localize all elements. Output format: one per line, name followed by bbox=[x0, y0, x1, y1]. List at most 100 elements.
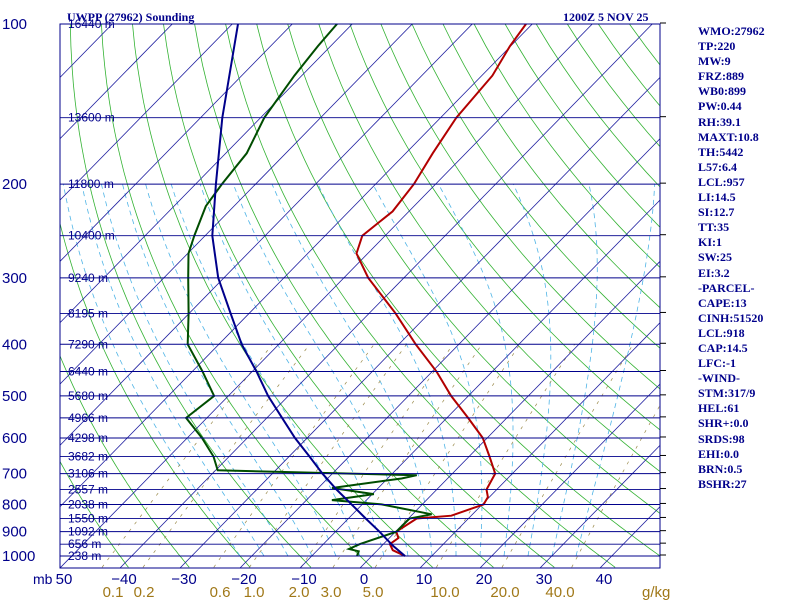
height-label: 1550 m bbox=[68, 511, 108, 525]
height-label: 3682 m bbox=[68, 449, 108, 463]
isotherm bbox=[60, 24, 473, 446]
temperature-tick-label: 0 bbox=[360, 571, 368, 588]
index-item: WMO:27962 bbox=[698, 24, 765, 38]
dry-adiabat bbox=[318, 24, 660, 473]
pressure-label: 800 bbox=[2, 496, 27, 513]
dry-adiabat bbox=[101, 24, 373, 568]
moist-adiabat bbox=[232, 183, 409, 557]
pressure-label: 700 bbox=[2, 466, 27, 483]
mixing-ratio-label: 10.0 bbox=[430, 584, 459, 600]
dry-adiabat bbox=[60, 460, 129, 568]
height-label: 3106 m bbox=[68, 467, 108, 481]
isotherm bbox=[60, 24, 533, 508]
mixing-ratio-label: 0.1 bbox=[103, 584, 124, 600]
index-item: TT:35 bbox=[698, 220, 730, 235]
indices-panel: WMO:27962 TP:220 MW:9 FRZ:889 WB0:899 PW:0.44… bbox=[698, 24, 800, 492]
height-label: 238 m bbox=[68, 549, 101, 563]
isotherm bbox=[359, 260, 660, 568]
index-item: CAP:14.5 bbox=[698, 340, 748, 355]
index-item: LFC:-1 bbox=[698, 356, 736, 371]
mixing-ratio-unit: g/kg bbox=[642, 584, 670, 600]
height-label: 9240 m bbox=[68, 271, 108, 285]
mixing-ratio-label: 0.6 bbox=[210, 584, 231, 600]
index-item: FRZ:889 bbox=[698, 69, 744, 84]
pressure-label: 400 bbox=[2, 336, 27, 353]
index-item: EHI:0.0 bbox=[698, 446, 740, 461]
index-item: TP:220 bbox=[698, 39, 736, 54]
mixing-ratio-line bbox=[571, 404, 660, 568]
height-label: 2557 m bbox=[68, 483, 108, 497]
mixing-ratio-line bbox=[142, 344, 310, 568]
height-label: 16440 m bbox=[68, 17, 115, 31]
mixing-ratio-label: 2.0 bbox=[289, 584, 310, 600]
height-label: 5680 m bbox=[68, 389, 108, 403]
pressure-label: 500 bbox=[2, 388, 27, 405]
index-item: CAPE:13 bbox=[698, 295, 747, 310]
mixing-ratio-label: 0.2 bbox=[134, 584, 155, 600]
temperature-tick-label: −10 bbox=[291, 571, 316, 588]
dry-adiabat bbox=[163, 24, 494, 568]
index-item: LCL:918 bbox=[698, 325, 745, 340]
isotherm bbox=[60, 24, 593, 568]
index-item: SW:25 bbox=[698, 250, 733, 265]
temperature-tick-label: 30 bbox=[536, 571, 553, 588]
dry-adiabat bbox=[411, 24, 660, 349]
index-item: LCL:957 bbox=[698, 174, 745, 189]
index-item: WB0:899 bbox=[698, 84, 746, 99]
dry-adiabat bbox=[256, 24, 660, 557]
dry-adiabat bbox=[349, 24, 660, 431]
isotherm bbox=[60, 24, 413, 385]
height-label: 7290 m bbox=[68, 337, 108, 351]
station-title: UWPP (27962) Sounding bbox=[67, 10, 195, 24]
temperature-tick-label: 40 bbox=[596, 571, 613, 588]
index-item: SI:12.7 bbox=[698, 205, 735, 220]
dry-adiabat bbox=[442, 24, 660, 309]
pressure-label: 600 bbox=[2, 430, 27, 447]
isotherm bbox=[60, 24, 233, 201]
height-label: 11800 m bbox=[68, 177, 114, 191]
dry-adiabat bbox=[225, 24, 616, 568]
index-item: SRDS:98 bbox=[698, 431, 745, 446]
height-label: 656 m bbox=[68, 537, 101, 551]
isotherm bbox=[539, 444, 660, 568]
height-label: 8195 m bbox=[68, 306, 108, 320]
index-item: LI:14.5 bbox=[698, 190, 736, 205]
isotherm bbox=[119, 24, 653, 568]
index-item: -PARCEL- bbox=[698, 280, 755, 295]
index-item: L57:6.4 bbox=[698, 159, 737, 174]
temperature-tick-label: 50 bbox=[56, 571, 73, 588]
pressure-label: 100 bbox=[2, 16, 27, 33]
pressure-label: 200 bbox=[2, 176, 27, 193]
mixing-ratio-line bbox=[436, 344, 575, 568]
index-item: -WIND- bbox=[698, 371, 740, 386]
temperature-tick-label: 20 bbox=[476, 571, 493, 588]
index-item: CINH:51520 bbox=[698, 310, 764, 325]
height-label: 4966 m bbox=[68, 411, 108, 425]
index-item: HEL:61 bbox=[698, 401, 740, 416]
moist-adiabat bbox=[575, 184, 656, 557]
index-item: MW:9 bbox=[698, 54, 731, 69]
height-label: 1092 m bbox=[68, 525, 108, 539]
mixing-ratio-label: 40.0 bbox=[545, 584, 574, 600]
dry-adiabat bbox=[473, 24, 660, 268]
height-label: 2038 m bbox=[68, 497, 108, 511]
mixing-ratio-label: 1.0 bbox=[244, 584, 265, 600]
pressure-label: 900 bbox=[2, 524, 27, 541]
sounding-time: 1200Z 5 NOV 25 bbox=[563, 10, 649, 24]
dry-adiabat bbox=[194, 24, 555, 568]
isotherm bbox=[479, 383, 660, 568]
y-axis-unit: mb bbox=[33, 571, 53, 587]
moist-adiabat bbox=[81, 184, 265, 557]
isotherm bbox=[60, 24, 173, 140]
index-item: KI:1 bbox=[698, 235, 722, 250]
index-item: PW:0.44 bbox=[698, 99, 742, 114]
pressure-label: 1000 bbox=[2, 548, 35, 565]
moist-adiabat bbox=[170, 183, 361, 557]
temperature-tick-label: −40 bbox=[111, 571, 136, 588]
mixing-ratio-label: 3.0 bbox=[321, 584, 342, 600]
dry-adiabat bbox=[60, 354, 190, 568]
mixing-ratio-label: 20.0 bbox=[490, 584, 519, 600]
isotherm bbox=[60, 24, 293, 262]
index-item: TH:5442 bbox=[698, 144, 744, 159]
temperature-tick-label: −30 bbox=[171, 571, 196, 588]
